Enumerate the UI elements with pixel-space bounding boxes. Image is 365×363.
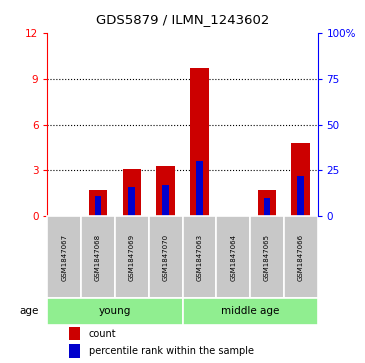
Text: GSM1847063: GSM1847063 <box>196 234 202 281</box>
Text: GSM1847068: GSM1847068 <box>95 234 101 281</box>
Bar <box>95 196 101 216</box>
Bar <box>284 216 318 298</box>
Bar <box>190 68 209 216</box>
Text: GSM1847070: GSM1847070 <box>163 234 169 281</box>
Bar <box>196 161 203 216</box>
Bar <box>182 216 216 298</box>
Text: percentile rank within the sample: percentile rank within the sample <box>88 346 254 356</box>
Text: GSM1847064: GSM1847064 <box>230 234 236 281</box>
Bar <box>162 185 169 216</box>
Bar <box>297 176 304 216</box>
Bar <box>250 216 284 298</box>
Text: middle age: middle age <box>221 306 279 317</box>
Bar <box>182 298 318 325</box>
Text: GSM1847067: GSM1847067 <box>61 234 67 281</box>
Text: young: young <box>99 306 131 317</box>
Bar <box>89 191 107 216</box>
Text: GDS5879 / ILMN_1243602: GDS5879 / ILMN_1243602 <box>96 13 269 26</box>
Bar <box>156 166 175 216</box>
Text: count: count <box>88 329 116 339</box>
Bar <box>81 216 115 298</box>
Bar <box>216 216 250 298</box>
Text: GSM1847066: GSM1847066 <box>298 234 304 281</box>
Bar <box>69 327 80 340</box>
Bar <box>149 216 182 298</box>
Bar <box>128 187 135 216</box>
Bar <box>115 216 149 298</box>
Bar <box>47 216 81 298</box>
Text: GSM1847065: GSM1847065 <box>264 234 270 281</box>
Text: GSM1847069: GSM1847069 <box>129 234 135 281</box>
Bar <box>291 143 310 216</box>
Bar <box>47 298 182 325</box>
Text: age: age <box>20 306 39 317</box>
Bar <box>69 344 80 358</box>
Bar <box>264 198 270 216</box>
Bar <box>258 191 276 216</box>
Bar <box>123 169 141 216</box>
